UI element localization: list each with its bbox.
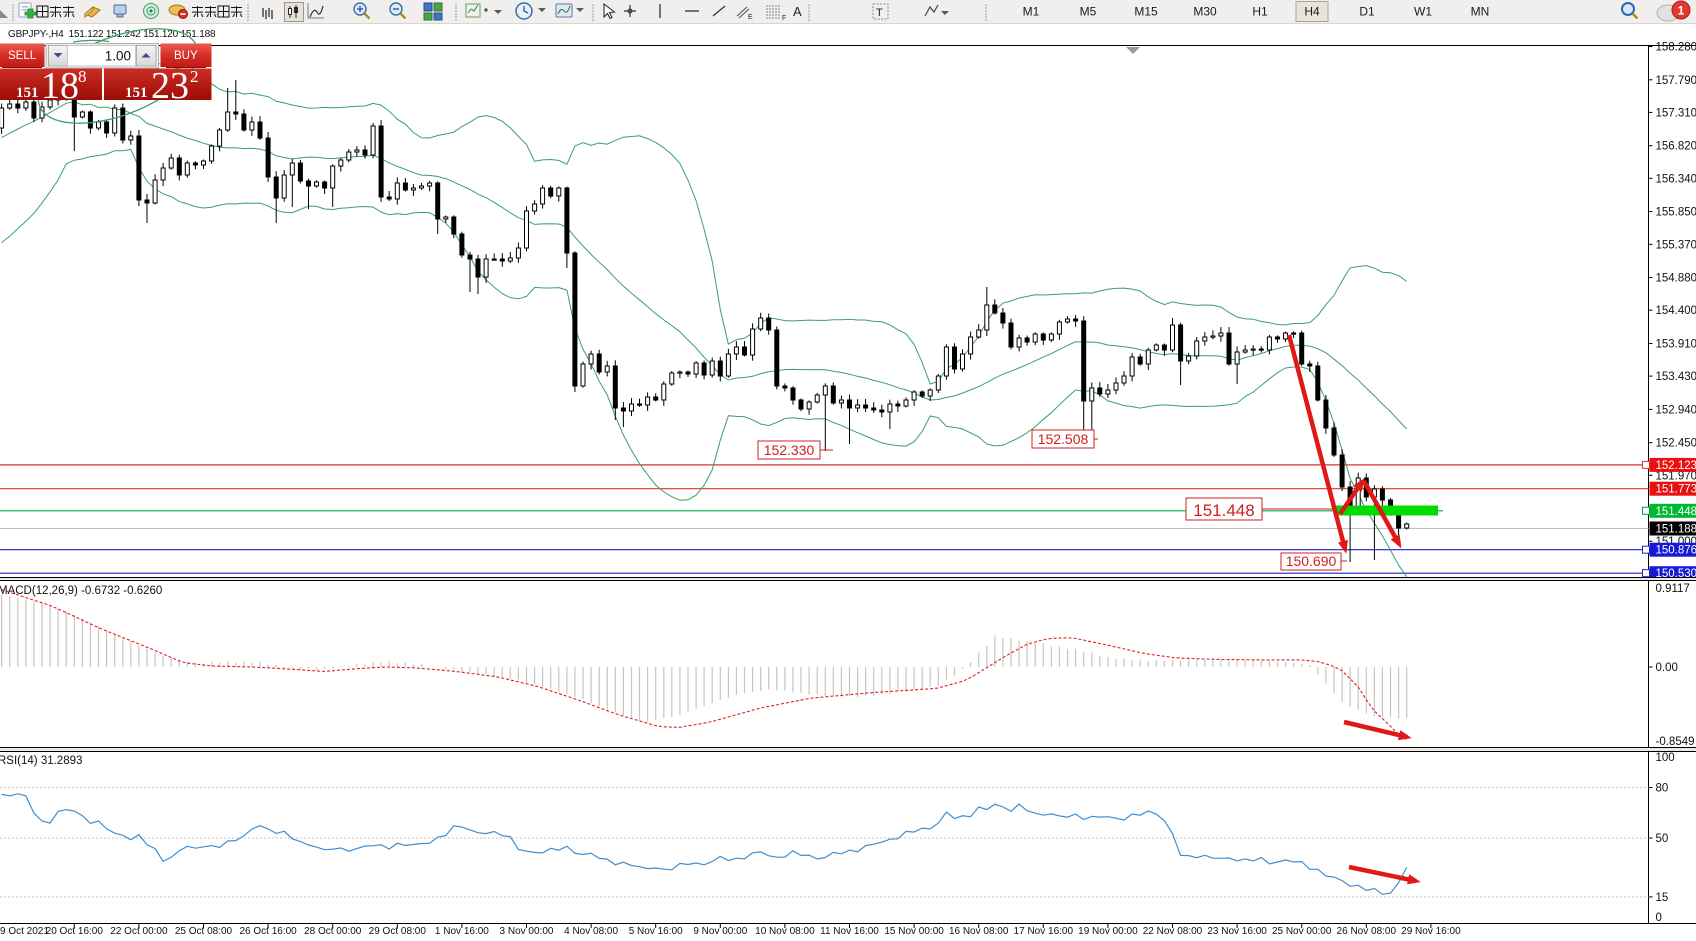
svg-text:152.508: 152.508	[1038, 431, 1089, 447]
svg-text:153.910: 153.910	[1656, 339, 1696, 351]
svg-text:154.400: 154.400	[1656, 305, 1696, 317]
svg-text:152.450: 152.450	[1656, 438, 1696, 450]
svg-text:-0.8549: -0.8549	[1656, 736, 1695, 748]
svg-text:151.188: 151.188	[1656, 524, 1696, 536]
svg-text:M5: M5	[1080, 5, 1097, 19]
svg-text:50: 50	[1656, 833, 1669, 845]
svg-text:23: 23	[151, 65, 189, 107]
svg-text:M30: M30	[1193, 5, 1217, 19]
svg-text:SELL: SELL	[8, 50, 37, 62]
svg-text:MN: MN	[1471, 5, 1490, 19]
svg-text:157.790: 157.790	[1656, 75, 1696, 87]
svg-text:17 Nov 16:00: 17 Nov 16:00	[1014, 926, 1074, 936]
svg-text:19 Nov 00:00: 19 Nov 00:00	[1078, 926, 1138, 936]
svg-text:22 Nov 08:00: 22 Nov 08:00	[1143, 926, 1203, 936]
svg-text:A: A	[793, 4, 802, 19]
svg-text:23 Nov 16:00: 23 Nov 16:00	[1207, 926, 1267, 936]
svg-text:M1: M1	[1023, 5, 1040, 19]
svg-text:20 Oct 16:00: 20 Oct 16:00	[46, 926, 104, 936]
svg-text:M15: M15	[1134, 5, 1158, 19]
svg-text:29 Nov 16:00: 29 Nov 16:00	[1401, 926, 1461, 936]
svg-text:18: 18	[41, 65, 79, 107]
svg-text:25 Nov 00:00: 25 Nov 00:00	[1272, 926, 1332, 936]
svg-text:151.773: 151.773	[1656, 484, 1696, 496]
svg-text:151.448: 151.448	[1656, 506, 1696, 518]
svg-text:H4: H4	[1304, 5, 1320, 19]
svg-text:151.448: 151.448	[1193, 501, 1254, 520]
svg-text:1: 1	[1678, 4, 1685, 18]
svg-text:1 Nov 16:00: 1 Nov 16:00	[435, 926, 489, 936]
svg-text:151.970: 151.970	[1656, 470, 1696, 482]
svg-text:152.123: 152.123	[1656, 460, 1696, 472]
svg-text:152.330: 152.330	[764, 442, 815, 458]
svg-text:157.310: 157.310	[1656, 107, 1696, 119]
svg-text:151: 151	[16, 85, 39, 101]
svg-text:22 Oct 00:00: 22 Oct 00:00	[110, 926, 168, 936]
svg-text:16 Nov 08:00: 16 Nov 08:00	[949, 926, 1009, 936]
svg-text:F: F	[782, 15, 786, 22]
svg-text:2: 2	[190, 67, 199, 86]
svg-text:4 Nov 08:00: 4 Nov 08:00	[564, 926, 618, 936]
svg-text:0.9117: 0.9117	[1656, 583, 1690, 595]
svg-text:158.280: 158.280	[1656, 42, 1696, 54]
svg-text:155.370: 155.370	[1656, 239, 1696, 251]
svg-text:25 Oct 08:00: 25 Oct 08:00	[175, 926, 233, 936]
svg-text:9 Nov 00:00: 9 Nov 00:00	[693, 926, 747, 936]
svg-text:156.820: 156.820	[1656, 141, 1696, 153]
svg-text:153.430: 153.430	[1656, 371, 1696, 383]
svg-text:154.880: 154.880	[1656, 273, 1696, 285]
svg-text:151: 151	[125, 85, 148, 101]
svg-text:W1: W1	[1414, 5, 1432, 19]
svg-text:3 Nov 00:00: 3 Nov 00:00	[500, 926, 554, 936]
svg-text:8: 8	[78, 67, 87, 86]
svg-text:10 Nov 08:00: 10 Nov 08:00	[755, 926, 815, 936]
svg-text:26 Oct 16:00: 26 Oct 16:00	[239, 926, 297, 936]
svg-text:9 Oct 2021: 9 Oct 2021	[0, 926, 49, 936]
svg-text:E: E	[748, 14, 753, 21]
svg-text:D1: D1	[1359, 5, 1375, 19]
svg-text:1.00: 1.00	[105, 49, 131, 64]
svg-text:29 Oct 08:00: 29 Oct 08:00	[369, 926, 427, 936]
svg-text:5 Nov 16:00: 5 Nov 16:00	[629, 926, 683, 936]
svg-text:150.876: 150.876	[1656, 545, 1696, 557]
svg-text:MACD(12,26,9) -0.6732 -0.6260: MACD(12,26,9) -0.6732 -0.6260	[0, 585, 162, 597]
svg-text:T: T	[876, 7, 883, 19]
svg-text:H1: H1	[1252, 5, 1268, 19]
svg-text:156.340: 156.340	[1656, 173, 1696, 185]
svg-text:15: 15	[1656, 892, 1669, 904]
svg-text:RSI(14) 31.2893: RSI(14) 31.2893	[0, 755, 82, 767]
svg-text:15 Nov 00:00: 15 Nov 00:00	[884, 926, 944, 936]
svg-text:28 Oct 00:00: 28 Oct 00:00	[304, 926, 362, 936]
svg-text:150.690: 150.690	[1286, 553, 1337, 569]
svg-text:80: 80	[1656, 783, 1669, 795]
svg-text:0: 0	[1656, 912, 1662, 924]
svg-text:BUY: BUY	[174, 50, 198, 62]
svg-text:152.940: 152.940	[1656, 404, 1696, 416]
svg-text:0.00: 0.00	[1656, 662, 1678, 674]
svg-text:100: 100	[1656, 752, 1675, 764]
svg-text:11 Nov 16:00: 11 Nov 16:00	[820, 926, 879, 936]
svg-text:26 Nov 08:00: 26 Nov 08:00	[1337, 926, 1397, 936]
svg-text:155.850: 155.850	[1656, 207, 1696, 219]
